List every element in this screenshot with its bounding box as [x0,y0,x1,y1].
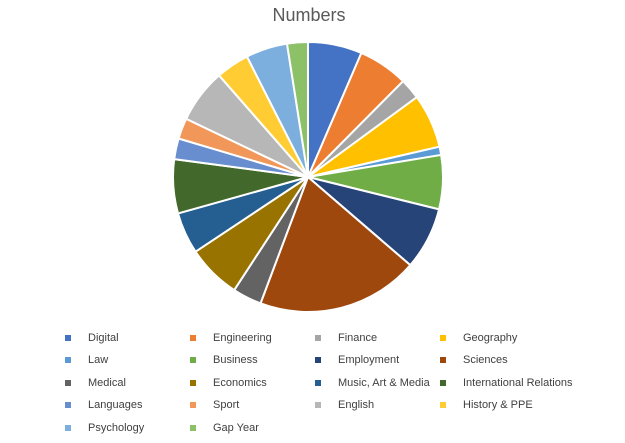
legend-swatch [65,402,71,408]
legend-label: Gap Year [213,422,259,434]
chart-title: Numbers [272,5,346,25]
legend-label: Medical [88,377,126,389]
legend-label: History & PPE [463,399,533,411]
legend-swatch [315,380,321,386]
legend-label: Economics [213,377,267,389]
legend-swatch [190,357,196,363]
legend-label: Psychology [88,422,145,434]
legend-swatch [190,425,196,431]
legend-swatch [440,335,446,341]
legend-label: English [338,399,375,411]
legend-label: Employment [338,354,400,366]
legend-label: Engineering [213,332,272,344]
legend-label: Sport [213,399,240,411]
legend-label: Sciences [463,354,508,366]
legend-swatch [65,357,71,363]
legend-swatch [190,380,196,386]
legend-label: Languages [88,399,143,411]
pie-slice-gap-year [285,41,309,178]
legend-swatch [440,380,446,386]
legend-label: Music, Art & Media [338,377,430,389]
legend-label: International Relations [463,377,573,389]
legend-swatch [315,402,321,408]
legend-swatch [440,402,446,408]
pie-slice-sciences [259,176,412,314]
legend-swatch [190,402,196,408]
legend-swatch [315,335,321,341]
legend-label: Digital [88,332,119,344]
legend-swatch [65,380,71,386]
legend-swatch [65,425,71,431]
legend-swatch [440,357,446,363]
legend-swatch [65,335,71,341]
legend-label: Finance [338,332,378,344]
legend-swatch [190,335,196,341]
legend-label: Business [213,354,258,366]
legend-label: Geography [463,332,518,344]
legend-label: Law [88,354,109,366]
legend-swatch [315,357,321,363]
